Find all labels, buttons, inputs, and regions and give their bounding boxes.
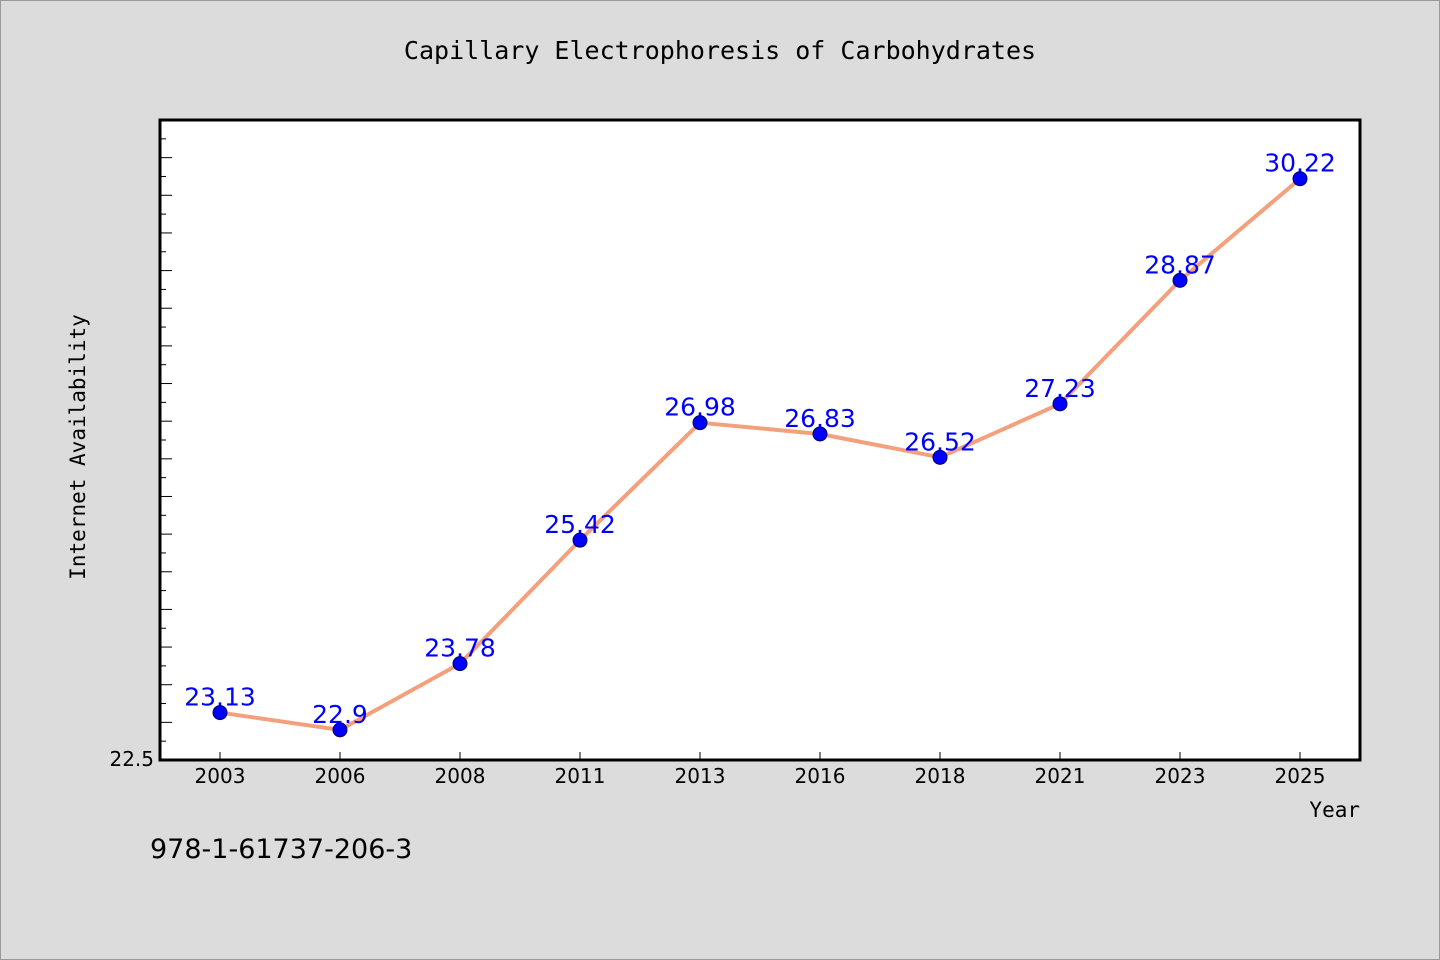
x-tick-label: 2006: [315, 764, 366, 788]
data-point-label: 25.42: [544, 510, 616, 539]
data-point-label: 26.52: [904, 427, 976, 456]
data-point-marker: [332, 722, 348, 738]
data-point-marker: [572, 532, 588, 548]
x-tick-label: 2023: [1155, 764, 1206, 788]
x-tick-label: 2013: [675, 764, 726, 788]
x-axis-ticks: 2003 2006 2008 2011 2013 2016 2018 2021 2023 2025: [195, 752, 1326, 788]
data-point-label: 27.23: [1024, 374, 1096, 403]
data-point-marker: [932, 449, 948, 465]
x-axis-label: Year: [1309, 798, 1360, 822]
data-point-label: 26.83: [784, 404, 856, 433]
x-tick-label: 2003: [195, 764, 246, 788]
y-axis-label: Internet Availability: [66, 314, 90, 580]
footnote-isbn: 978-1-61737-206-3: [150, 834, 413, 865]
data-point-marker: [1052, 396, 1068, 412]
x-tick-label: 2025: [1275, 764, 1326, 788]
data-point-label: 23.13: [184, 683, 256, 712]
series-line: [219, 177, 1302, 732]
plot-area: [158, 118, 1362, 762]
data-point-marker: [692, 415, 708, 431]
data-point-label: 30.22: [1264, 149, 1336, 178]
data-point-label: 22.9: [312, 700, 368, 729]
data-point-marker: [1292, 171, 1308, 187]
data-point-marker: [1172, 272, 1188, 288]
data-markers: [212, 171, 1308, 738]
data-point-marker: [452, 656, 468, 672]
x-tick-label: 2021: [1035, 764, 1086, 788]
x-tick-label: 2011: [555, 764, 606, 788]
y-tick-label: 22.5: [109, 747, 154, 771]
y-axis-ticks: 22.5: [109, 119, 172, 771]
data-point-marker: [812, 426, 828, 442]
data-point-marker: [212, 705, 228, 721]
x-tick-label: 2016: [795, 764, 846, 788]
chart-title: Capillary Electrophoresis of Carbohydrat…: [403, 36, 1037, 65]
data-labels: 23.13 22.9 23.78 25.42 26.98 26.83 26.52 27.23 2…: [184, 149, 1336, 729]
x-tick-label: 2018: [915, 764, 966, 788]
data-point-label: 26.98: [664, 393, 736, 422]
data-point-label: 23.78: [424, 634, 496, 663]
x-tick-label: 2008: [435, 764, 486, 788]
data-point-label: 28.87: [1144, 250, 1216, 279]
